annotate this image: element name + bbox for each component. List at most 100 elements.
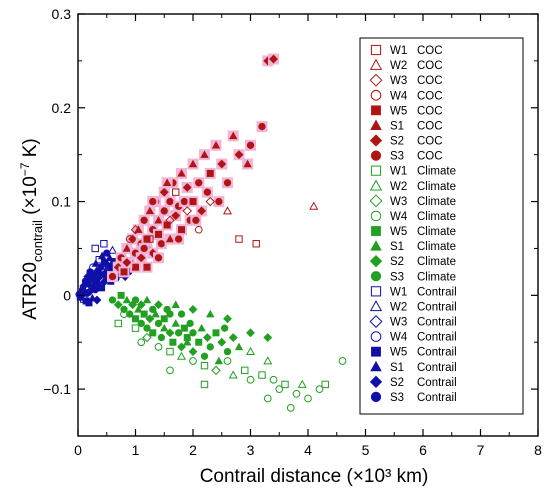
data-point-climate — [223, 314, 232, 324]
data-point-coc — [165, 234, 175, 243]
data-point-coc — [188, 159, 198, 168]
data-point-coc — [200, 150, 209, 158]
data-points — [75, 53, 370, 412]
legend-marker — [369, 179, 383, 191]
legend-case-label: S2 — [390, 256, 404, 268]
data-point-coc — [155, 230, 163, 238]
data-point-coc — [159, 187, 169, 197]
legend-case-label: S2 — [390, 136, 404, 148]
y-tick-label: 0.3 — [52, 6, 72, 22]
data-point-coc — [243, 159, 252, 168]
legend-case-label: S2 — [390, 377, 404, 389]
data-point-climate — [120, 310, 128, 318]
legend-metric-label: COC — [417, 136, 443, 148]
data-point-climate — [169, 338, 177, 346]
data-point-climate — [286, 404, 295, 412]
x-axis-label: Contrail distance (×10³ km) — [200, 466, 429, 487]
legend-marker — [369, 300, 383, 312]
data-point-coc — [157, 240, 166, 248]
y-axis-label-subscript: contrail — [30, 220, 45, 262]
data-point-coc — [205, 196, 215, 207]
data-point-climate — [131, 296, 140, 304]
data-point-coc — [160, 207, 168, 215]
data-point-contrail — [100, 240, 108, 248]
data-point-climate — [140, 310, 148, 318]
data-point-climate — [160, 323, 169, 332]
data-point-contrail — [91, 286, 99, 294]
data-point-climate — [297, 379, 307, 388]
data-point-coc — [177, 169, 186, 177]
data-point-climate — [321, 380, 329, 389]
x-tick-label: 0 — [74, 442, 82, 458]
y-axis-label: ATR20contrail (×10−7 K) — [18, 138, 45, 319]
legend-marker — [371, 226, 381, 236]
x-tick-label: 1 — [132, 442, 140, 458]
data-point-climate — [165, 328, 175, 338]
data-point-climate — [166, 347, 174, 356]
legend-marker — [369, 375, 383, 389]
legend-metric-label: COC — [417, 120, 443, 132]
data-point-climate — [228, 370, 238, 379]
data-point-climate — [263, 394, 272, 403]
legend-metric-label: COC — [417, 60, 443, 72]
data-point-coc — [206, 169, 214, 177]
legend-metric-label: COC — [417, 105, 443, 117]
legend-metric-label: Contrail — [417, 377, 457, 389]
data-point-coc — [269, 54, 278, 64]
legend-marker — [369, 134, 383, 147]
data-point-coc — [130, 224, 141, 235]
legend-marker — [370, 240, 382, 251]
data-point-climate — [202, 333, 212, 342]
data-point-climate — [126, 310, 134, 318]
data-point-climate — [143, 324, 151, 332]
data-point-climate — [338, 357, 347, 365]
data-point-climate — [220, 324, 229, 332]
axis-ticks: 0 1 2 3 4 5 6 7 8 −0.1 0 0.1 0.2 0.3 — [43, 6, 542, 458]
data-point-coc — [182, 183, 192, 192]
legend-marker — [370, 360, 382, 372]
legend-case-label: W4 — [390, 332, 408, 344]
legend-marker — [370, 119, 382, 130]
legend-case-label: S3 — [390, 271, 404, 283]
data-point-climate — [200, 361, 209, 370]
x-tick-label: 2 — [189, 442, 197, 458]
data-point-climate — [154, 300, 163, 310]
data-point-coc — [122, 258, 132, 267]
legend-box — [359, 37, 524, 415]
legend-marker — [370, 210, 382, 222]
y-tick-label: −0.1 — [43, 381, 71, 397]
data-point-climate — [137, 338, 146, 347]
legend-metric-label: Contrail — [417, 317, 457, 329]
data-point-climate — [180, 324, 188, 332]
data-point-coc — [171, 211, 181, 221]
data-point-climate — [122, 295, 132, 304]
data-point-contrail — [91, 244, 99, 253]
data-point-coc — [180, 197, 189, 206]
data-point-climate — [246, 328, 255, 338]
data-point-coc — [195, 179, 203, 187]
data-point-climate — [214, 356, 224, 365]
legend-marker — [371, 346, 381, 357]
data-point-climate — [183, 337, 192, 346]
data-point-contrail — [107, 245, 118, 254]
legend: W1 COC W2 COC W3 COC W4 COC W5 COC S1 COC S2 COC S3 COC… — [359, 37, 524, 415]
x-tick-label: 8 — [534, 442, 542, 458]
data-point-coc — [154, 254, 163, 262]
legend-marker — [370, 44, 382, 56]
data-point-contrail — [85, 299, 93, 307]
data-point-climate — [241, 366, 249, 375]
data-point-climate — [166, 310, 174, 318]
legend-metric-label: Climate — [417, 211, 456, 223]
data-point-coc — [182, 206, 192, 216]
data-point-climate — [117, 291, 125, 299]
y-axis-label-unit-suffix: K) — [20, 138, 41, 162]
legend-case-label: S1 — [390, 241, 404, 253]
legend-case-label: W5 — [390, 226, 407, 238]
data-point-coc — [178, 226, 186, 234]
legend-metric-label: Contrail — [417, 362, 457, 374]
legend-metric-label: COC — [417, 45, 443, 57]
legend-marker — [370, 150, 382, 161]
data-point-climate — [149, 305, 157, 314]
data-point-climate — [188, 304, 198, 314]
